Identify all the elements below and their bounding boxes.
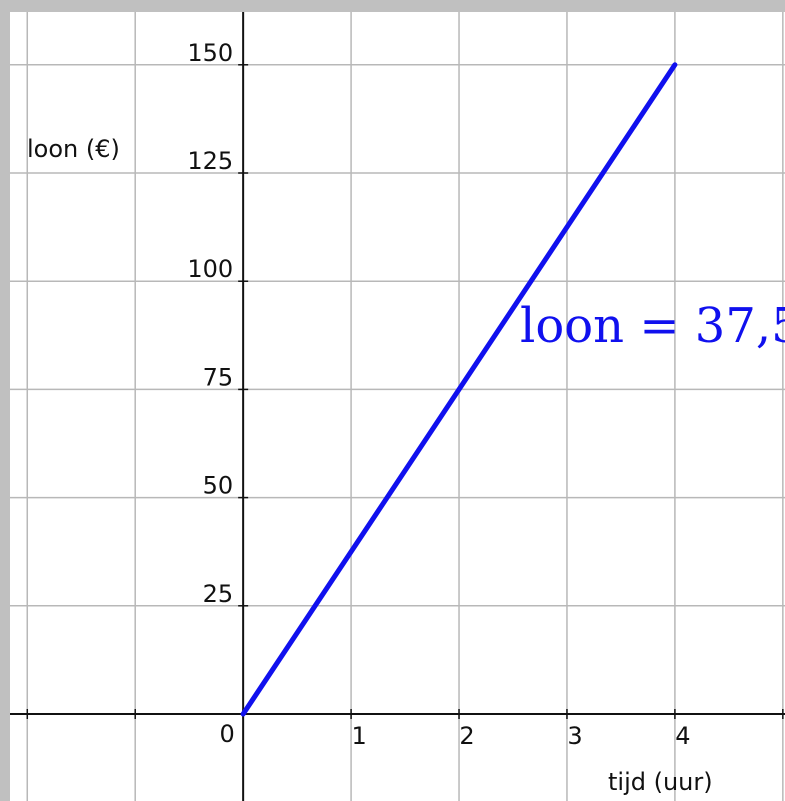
x-tick-label: 1 xyxy=(351,722,366,750)
y-tick-label: 25 xyxy=(203,580,234,608)
plot-area xyxy=(10,12,785,801)
y-tick-label: 100 xyxy=(187,255,233,283)
y-tick-label: 0 xyxy=(220,720,235,748)
annotation: loon = 37,5 · tijd xyxy=(520,298,785,354)
x-tick-label: 3 xyxy=(567,722,582,750)
y-tick-label: 125 xyxy=(187,147,233,175)
x-tick-label: 5 xyxy=(783,722,785,750)
line-series xyxy=(240,62,678,717)
y-tick-label: 75 xyxy=(203,363,234,391)
y-tick-label: 50 xyxy=(203,472,234,500)
x-tick-label: 4 xyxy=(675,722,690,750)
y-tick-label: 150 xyxy=(187,39,233,67)
y-axis-label: loon (€) xyxy=(27,135,120,163)
x-tick-label: 2 xyxy=(459,722,474,750)
x-axis-label: tijd (uur) xyxy=(608,768,713,796)
